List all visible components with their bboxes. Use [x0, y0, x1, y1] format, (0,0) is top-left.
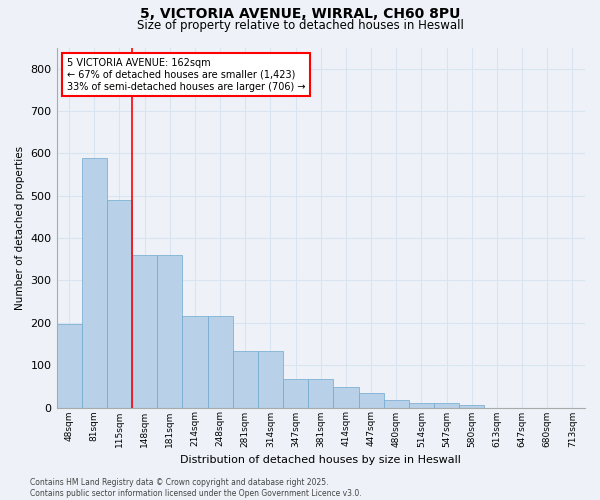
Y-axis label: Number of detached properties: Number of detached properties [15, 146, 25, 310]
Bar [334, 387, 359, 407]
Text: Size of property relative to detached houses in Heswall: Size of property relative to detached ho… [137, 18, 463, 32]
Bar [182, 316, 208, 408]
Text: Contains HM Land Registry data © Crown copyright and database right 2025.
Contai: Contains HM Land Registry data © Crown c… [30, 478, 362, 498]
Bar [107, 200, 132, 408]
Bar [434, 404, 459, 407]
X-axis label: Distribution of detached houses by size in Heswall: Distribution of detached houses by size … [181, 455, 461, 465]
Bar [258, 351, 283, 408]
Text: 5, VICTORIA AVENUE, WIRRAL, CH60 8PU: 5, VICTORIA AVENUE, WIRRAL, CH60 8PU [140, 8, 460, 22]
Bar [82, 158, 107, 408]
Bar [283, 379, 308, 408]
Bar [409, 404, 434, 407]
Bar [157, 255, 182, 408]
Bar [308, 379, 334, 408]
Bar [359, 392, 383, 407]
Bar [56, 324, 82, 407]
Bar [459, 406, 484, 407]
Bar [383, 400, 409, 407]
Text: 5 VICTORIA AVENUE: 162sqm
← 67% of detached houses are smaller (1,423)
33% of se: 5 VICTORIA AVENUE: 162sqm ← 67% of detac… [67, 58, 305, 92]
Bar [208, 316, 233, 408]
Bar [233, 351, 258, 408]
Bar [132, 255, 157, 408]
